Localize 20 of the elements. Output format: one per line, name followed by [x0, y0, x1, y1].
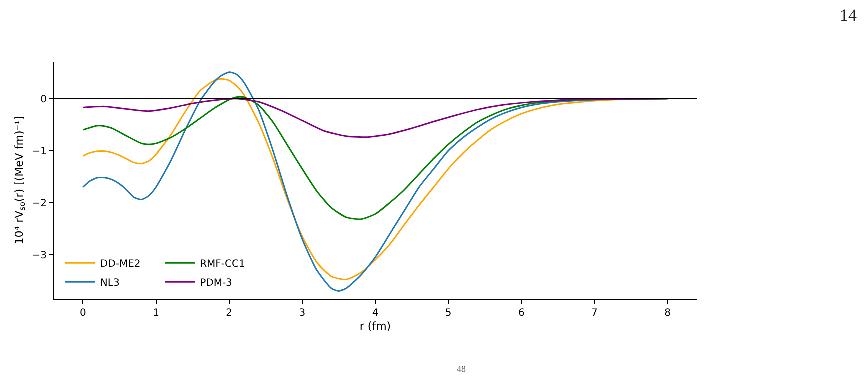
text: 48 — [457, 364, 466, 374]
y-tick-label: −3 — [32, 250, 47, 262]
x-tick-label: 1 — [153, 308, 160, 319]
legend-label: DD-ME2 — [100, 259, 141, 270]
y-tick-label: 0 — [40, 94, 47, 106]
legend-label: RMF-CC1 — [200, 259, 246, 270]
x-tick-label: 4 — [372, 308, 379, 319]
y-tick-label: −2 — [32, 198, 47, 210]
text: 14 — [840, 6, 858, 25]
legend-label: PDM-3 — [200, 278, 232, 290]
x-tick-label: 8 — [664, 308, 671, 319]
x-tick-label: 5 — [445, 308, 452, 319]
x-tick-label: 7 — [592, 308, 598, 319]
legend-label: NL3 — [100, 278, 120, 290]
x-axis-title: r (fm) — [360, 320, 392, 334]
x-tick-label: 3 — [299, 308, 306, 319]
y-tick-label: −1 — [32, 146, 47, 158]
x-tick-label: 2 — [226, 308, 233, 319]
x-tick-label: 6 — [518, 308, 525, 319]
x-tick-label: 0 — [80, 308, 86, 319]
